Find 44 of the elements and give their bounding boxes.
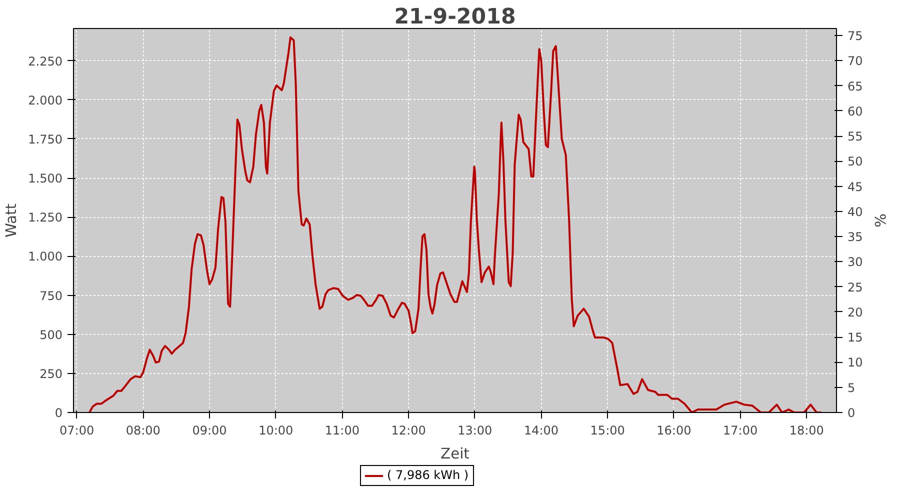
y-tick-label: 0 — [54, 406, 63, 420]
y2-tick-label: 60 — [848, 104, 863, 118]
y-tick-label: 2.250 — [28, 54, 63, 68]
line-series — [88, 36, 822, 412]
y2-tick-label: 50 — [848, 154, 863, 169]
y2-tick-label: 15 — [848, 330, 863, 345]
y2-tick-label: 35 — [848, 230, 863, 244]
y2-tick-label: 30 — [848, 255, 863, 270]
x-tick-label: 17:00 — [723, 424, 758, 438]
y2-tick-label: 75 — [848, 29, 863, 44]
y-tick-label: 2.000 — [28, 93, 63, 108]
x-tick-label: 09:00 — [192, 424, 227, 438]
chart-title: 21-9-2018 — [394, 4, 516, 30]
x-tick-label: 08:00 — [126, 424, 160, 438]
y-tick-label: 1.750 — [28, 132, 63, 146]
y-tick-label: 1.250 — [28, 210, 63, 225]
y2-tick-label: 70 — [848, 54, 863, 68]
y2-tick-label: 0 — [848, 406, 856, 420]
y-axis-title: Watt — [3, 203, 20, 238]
y-tick-label: 500 — [40, 328, 62, 342]
legend-label: ( 7,986 kWh ) — [360, 465, 474, 486]
x-axis-title: Zeit — [440, 446, 470, 462]
y2-tick-label: 40 — [848, 204, 863, 219]
y2-tick-label: 20 — [848, 305, 863, 320]
x-tick-label: 12:00 — [391, 424, 426, 438]
y2-tick-label: 65 — [848, 79, 863, 94]
y-tick-label: 250 — [40, 366, 62, 381]
x-tick-label: 11:00 — [324, 424, 360, 438]
y2-tick-label: 55 — [848, 130, 863, 144]
x-tick-label: 14:00 — [524, 424, 559, 438]
x-tick-label: 15:00 — [590, 424, 625, 438]
x-tick-label: 18:00 — [789, 424, 824, 438]
y2-axis-title: % — [870, 214, 888, 228]
x-tick-label: 07:00 — [60, 424, 94, 438]
x-tick-label: 13:00 — [458, 424, 492, 438]
y2-tick-label: 25 — [848, 280, 863, 294]
y-tick-label: 1.500 — [28, 172, 63, 186]
y2-tick-label: 45 — [848, 180, 863, 194]
y2-tick-label: 10 — [848, 356, 863, 370]
x-tick-label: 16:00 — [656, 424, 692, 438]
x-tick-label: 10:00 — [258, 424, 294, 438]
y-tick-label: 1.000 — [28, 250, 63, 264]
y2-tick-label: 5 — [848, 380, 856, 395]
y-tick-label: 750 — [40, 288, 62, 303]
